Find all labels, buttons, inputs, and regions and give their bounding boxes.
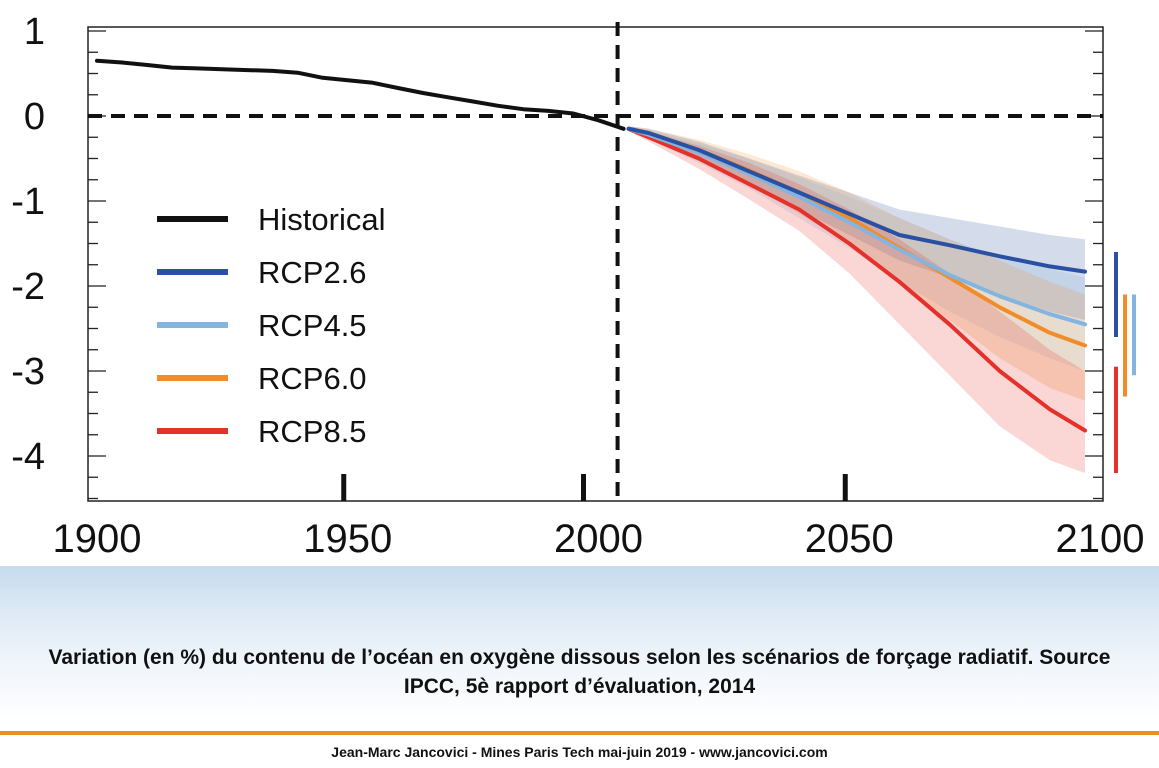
x-tick-label: 2050 <box>805 517 894 561</box>
x-tick-labels: 1900 1950 2000 2050 2100 <box>53 517 1145 561</box>
footer-rule <box>0 731 1159 735</box>
legend-label-rcp2-6: RCP2.6 <box>258 255 367 290</box>
line-historical <box>95 58 626 131</box>
line-rcp2-6 <box>626 126 1087 274</box>
ocean-oxygen-chart: 1 0 -1 -2 -3 -4 1900 1950 2000 2050 2100 Historic… <box>11 11 1145 561</box>
legend-label-historical: Historical <box>258 202 385 237</box>
legend-label-rcp8-5: RCP8.5 <box>258 414 367 449</box>
x-tick-label: 1950 <box>303 517 392 561</box>
reference-lines <box>88 22 1103 501</box>
y-tick-label: -2 <box>11 266 45 308</box>
band-rcp6-0 <box>628 126 1085 401</box>
x-tick-label: 2100 <box>1056 517 1145 561</box>
footer-credit: Jean-Marc Jancovici - Mines Paris Tech m… <box>331 744 828 760</box>
band-rcp8-5 <box>628 126 1085 473</box>
range-bars <box>1114 252 1136 473</box>
line-rcp4-5 <box>626 126 1087 327</box>
figure-caption: Variation (en %) du contenu de l’océan e… <box>48 646 1111 698</box>
x-tick-label: 2000 <box>554 517 643 561</box>
y-tick-label: 0 <box>24 96 45 138</box>
x-tick-label: 1900 <box>53 517 142 561</box>
legend: Historical RCP2.6 RCP4.5 RCP6.0 RCP8.5 <box>157 202 385 449</box>
y-tick-label: -4 <box>11 436 45 478</box>
y-tick-label: -3 <box>11 351 45 393</box>
y-tick-label: -1 <box>11 181 45 223</box>
uncertainty-bands <box>628 126 1085 473</box>
legend-label-rcp4-5: RCP4.5 <box>258 308 367 343</box>
y-tick-label: 1 <box>24 11 45 53</box>
line-rcp8-5 <box>626 126 1087 433</box>
y-tick-labels: 1 0 -1 -2 -3 -4 <box>11 11 45 478</box>
series-lines <box>95 58 1087 433</box>
legend-label-rcp6-0: RCP6.0 <box>258 361 367 396</box>
plot-frame <box>87 26 1104 502</box>
